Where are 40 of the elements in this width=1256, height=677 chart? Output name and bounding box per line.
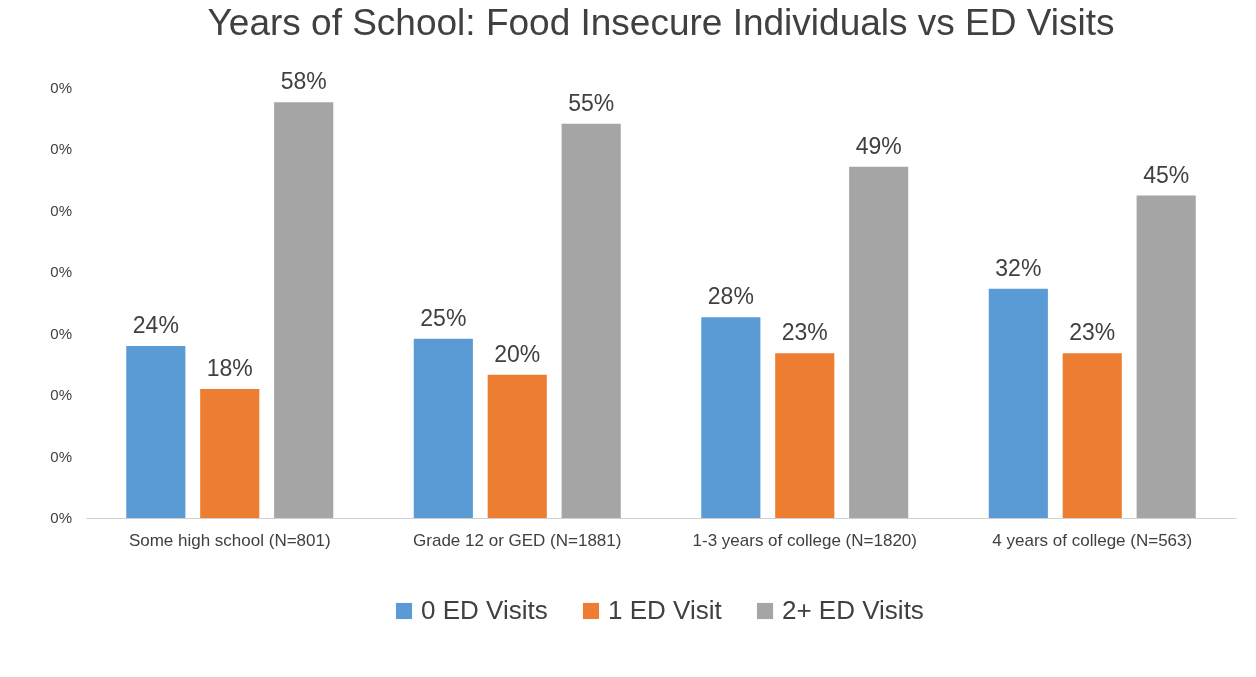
data-label: 55% [568,89,615,116]
data-label: 23% [1069,319,1116,346]
bar [200,389,260,518]
text: 0% [50,140,72,158]
legend-label: 0 ED Visits [421,595,548,625]
x-tick-label: Grade 12 or GED (N=1881) [413,530,622,550]
data-label: 32% [995,254,1042,281]
text: 0% [50,509,72,526]
bar [561,123,621,518]
data-label: 49% [855,132,902,159]
x-tick-label: 1-3 years of college (N=1820) [692,530,917,550]
data-label: 23% [781,319,828,346]
text: 0% [50,263,72,281]
data-label: 25% [420,304,467,331]
bar [413,338,473,518]
data-label: 18% [206,355,253,381]
bar [775,353,835,518]
legend-label: 2+ ED Visits [782,595,924,625]
bar [701,317,761,518]
text: 0% [50,201,72,219]
bar [126,346,186,518]
bar [274,102,334,518]
text: 0% [50,386,72,404]
data-label: 58% [280,68,327,95]
data-label: 45% [1143,161,1190,188]
data-label: 20% [494,340,541,367]
x-tick-label: 4 years of college (N=563) [992,530,1193,550]
data-label: 24% [132,312,179,338]
bar [487,374,547,518]
text: 0% [50,447,72,465]
legend-label: 1 ED Visit [608,595,723,625]
text: 0% [50,324,72,342]
bar [849,166,909,518]
x-tick-label: Some high school (N=801) [128,530,331,550]
bar [1062,353,1122,518]
chart-title: Years of School: Food Insecure Individuals vs ED Visits [207,2,1115,44]
text: 0% [50,79,72,96]
data-label: 28% [707,283,754,310]
bar [1136,195,1196,518]
bar [988,288,1048,518]
